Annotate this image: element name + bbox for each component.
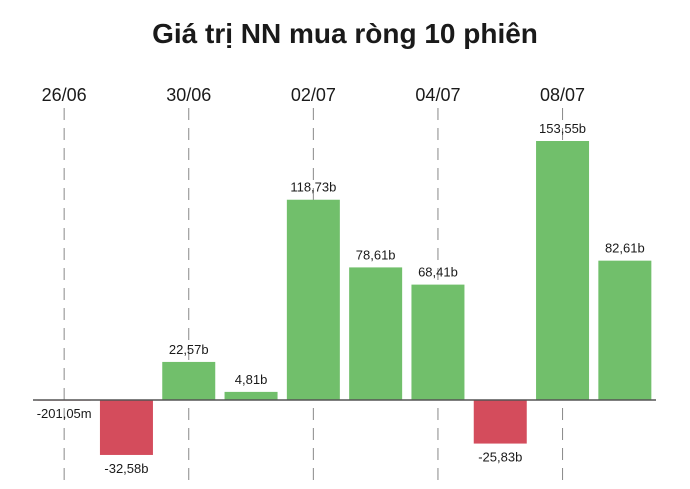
chart-title: Giá trị NN mua ròng 10 phiên [152,18,538,49]
x-tick-label: 30/06 [166,85,211,105]
data-label: 68,41b [418,265,458,280]
data-label: 78,61b [356,247,396,262]
bar [99,400,153,455]
data-label: 4,81b [235,372,268,387]
data-labels: -201,05m -32,58b 22,57b 4,81b 118,73b 78,61b 6… [37,121,645,476]
x-axis-ticks: 26/06 30/06 02/07 04/07 08/07 [42,85,585,105]
bar [286,199,340,400]
bar [224,391,278,400]
bars [37,141,652,455]
x-tick-label: 26/06 [42,85,87,105]
data-label: 22,57b [169,342,209,357]
bar [536,141,590,400]
bar [598,260,652,400]
x-tick-label: 08/07 [540,85,585,105]
bar [473,400,527,444]
data-label: -32,58b [104,461,148,476]
data-label: 153,55b [539,121,586,136]
bar [411,284,465,400]
data-label: 82,61b [605,241,645,256]
data-label: 118,73b [290,180,336,195]
x-tick-label: 02/07 [291,85,336,105]
data-label: -201,05m [37,406,92,421]
x-tick-label: 04/07 [415,85,460,105]
data-label: -25,83b [478,450,522,465]
bar [162,361,216,400]
bar [349,267,403,400]
